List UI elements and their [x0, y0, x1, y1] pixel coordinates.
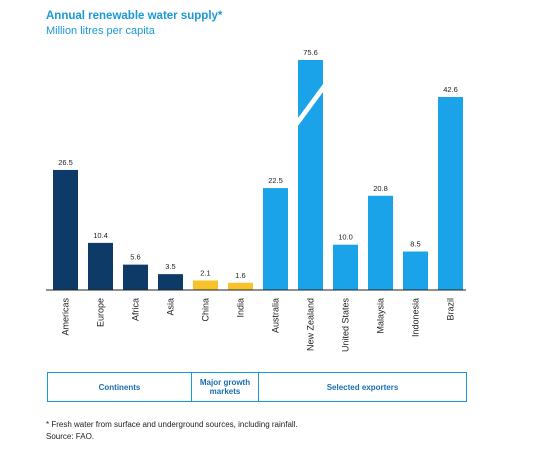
source-note: Source: FAO. [46, 432, 95, 441]
category-label: Indonesia [411, 298, 421, 337]
category-label: Americas [61, 298, 71, 336]
category-label: India [236, 298, 246, 318]
category-label: Europe [96, 298, 106, 327]
value-label: 8.5 [410, 239, 420, 248]
category-label: New Zealand [306, 298, 316, 351]
category-label: China [201, 298, 211, 322]
bar-chart: 26.5 Americas 10.4 Europe 5.6 Africa 3.5 Asia 2.… [46, 48, 466, 353]
group-separator [191, 373, 192, 401]
axis-break-marker [295, 80, 326, 130]
value-label: 3.5 [165, 262, 175, 271]
bar-australia [263, 188, 288, 290]
bar-africa [123, 264, 148, 290]
bar-indonesia [403, 251, 428, 290]
chart-subtitle: Million litres per capita [46, 25, 155, 37]
group-separator [258, 373, 259, 401]
footnote: * Fresh water from surface and undergrou… [46, 420, 298, 429]
value-label: 20.8 [373, 184, 388, 193]
value-label: 2.1 [200, 268, 210, 277]
value-label: 5.6 [130, 253, 140, 262]
bar-united-states [333, 244, 358, 290]
group-label-growth: Major growth markets [199, 378, 251, 396]
value-label: 10.4 [93, 231, 108, 240]
value-label: 42.6 [443, 85, 458, 94]
bar-china [193, 280, 218, 290]
category-label: Malaysia [376, 298, 386, 334]
bar-asia [158, 274, 183, 290]
chart-title: Annual renewable water supply* [46, 10, 223, 22]
value-label: 10.0 [338, 233, 353, 242]
bar-new-zealand [298, 60, 323, 290]
group-label-exporters: Selected exporters [326, 382, 399, 392]
value-label: 1.6 [235, 271, 245, 280]
value-label: 22.5 [268, 176, 283, 185]
category-label: Brazil [446, 298, 456, 321]
bar-malaysia [368, 195, 393, 290]
group-legend-box: Continents Major growth markets Selected… [47, 372, 467, 402]
group-label-continents: Continents [98, 382, 141, 392]
category-label: Asia [166, 298, 176, 316]
value-label: 75.6 [303, 48, 318, 57]
category-label: Africa [131, 298, 141, 321]
value-label: 26.5 [58, 158, 73, 167]
category-label: Australia [271, 298, 281, 333]
bar-europe [88, 242, 113, 290]
bar-americas [53, 169, 78, 290]
category-label: United States [341, 298, 351, 353]
bar-brazil [438, 97, 463, 290]
bar-india [228, 282, 253, 290]
